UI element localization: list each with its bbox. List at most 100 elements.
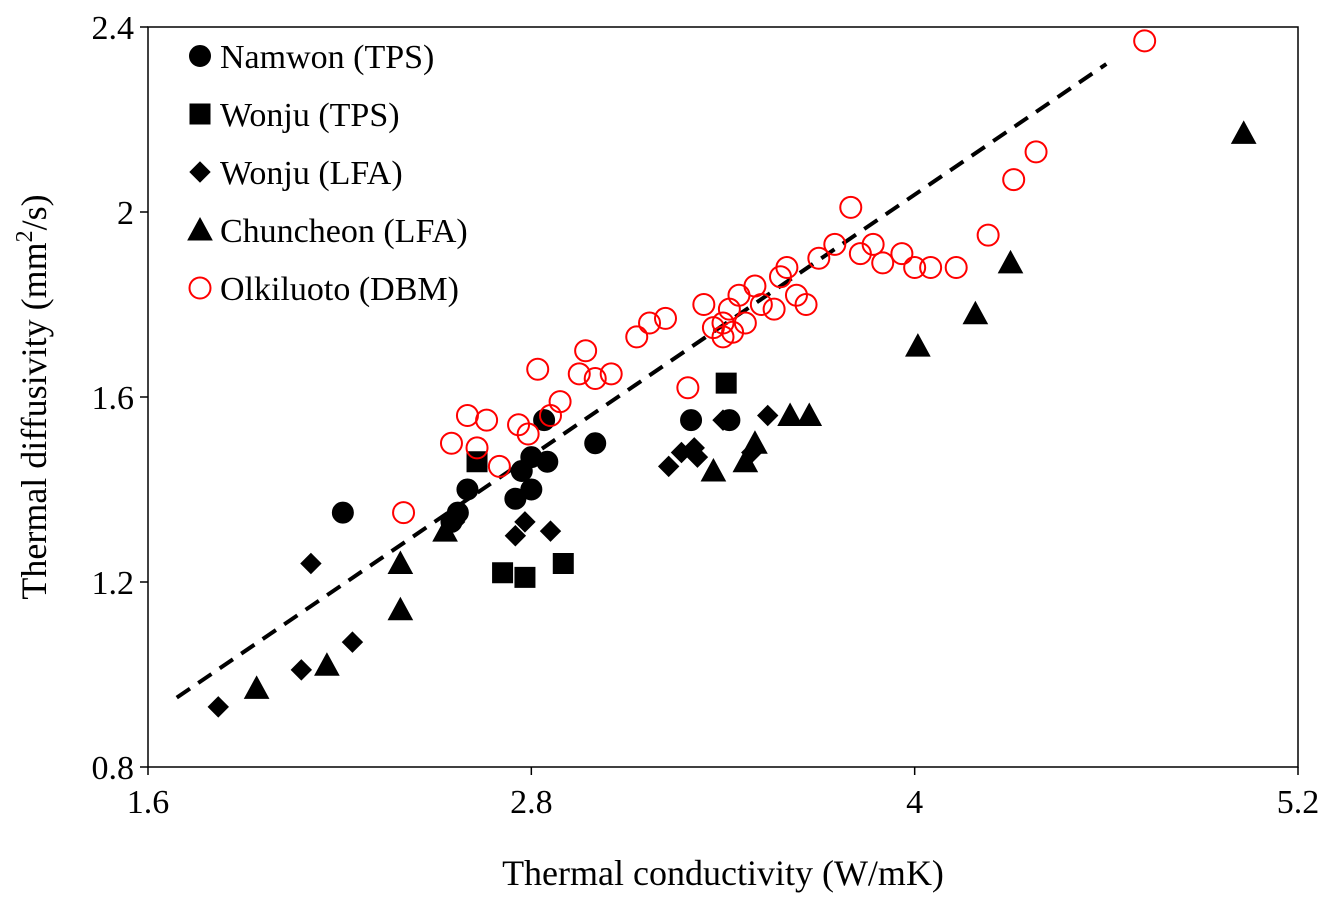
data-point — [487, 454, 511, 478]
data-point — [243, 675, 270, 699]
data-point — [721, 320, 745, 344]
data-point — [290, 659, 313, 681]
data-point — [775, 256, 799, 279]
y-tick-label: 2.4 — [92, 10, 135, 47]
data-point — [1024, 140, 1048, 164]
data-point — [520, 478, 543, 501]
series-3 — [243, 120, 1257, 699]
x-tick-label: 5.2 — [1277, 784, 1320, 821]
legend-item: Wonju (LFA) — [189, 155, 403, 192]
data-point — [439, 431, 463, 455]
data-point — [997, 249, 1024, 274]
y-tick-label: 1.2 — [92, 565, 135, 602]
series-1 — [466, 372, 737, 588]
data-point — [654, 306, 677, 330]
data-point — [732, 448, 759, 473]
legend-item: Olkiluoto (DBM) — [188, 271, 459, 308]
legend-label: Olkiluoto (DBM) — [220, 271, 459, 308]
legend-marker — [188, 276, 212, 300]
data-point — [962, 300, 989, 325]
x-tick-label: 1.6 — [127, 784, 170, 821]
data-point — [944, 256, 968, 279]
legend-item: Wonju (TPS) — [189, 97, 400, 134]
data-point — [516, 422, 540, 446]
data-point — [548, 390, 572, 414]
plot-area — [147, 26, 1299, 768]
data-point — [456, 478, 479, 501]
data-point — [794, 293, 818, 316]
data-point — [692, 293, 716, 316]
data-point — [742, 430, 768, 454]
data-point — [762, 297, 786, 321]
data-point — [657, 455, 680, 478]
data-point — [796, 402, 823, 426]
data-point — [700, 457, 727, 482]
data-point — [387, 550, 414, 574]
data-point — [823, 232, 847, 256]
data-point — [1230, 120, 1257, 144]
series-4 — [392, 29, 1157, 525]
data-point — [757, 404, 779, 427]
data-point — [807, 246, 831, 270]
data-point — [686, 446, 709, 468]
data-point — [475, 408, 499, 432]
legend-label: Wonju (LFA) — [220, 155, 403, 192]
y-tick-label: 1.6 — [92, 380, 135, 417]
trendline — [175, 62, 1108, 700]
data-point — [504, 525, 527, 547]
data-point — [715, 372, 737, 394]
data-point — [392, 501, 416, 525]
data-point — [536, 450, 559, 473]
data-point — [638, 311, 662, 335]
data-point — [976, 223, 1000, 247]
data-point — [890, 242, 914, 266]
data-point — [207, 696, 229, 718]
data-point — [871, 251, 895, 275]
data-point — [583, 367, 607, 390]
data-point — [919, 256, 943, 279]
y-axis-title: Thermal diffusivity (mm2/s) — [12, 194, 54, 599]
legend-marker — [189, 161, 211, 183]
data-point — [1133, 29, 1157, 53]
data-point — [567, 362, 591, 386]
trendline-layer — [175, 62, 1108, 700]
data-point — [749, 293, 773, 316]
data-point — [903, 256, 927, 279]
data-point — [552, 553, 574, 574]
legend-item: Chuncheon (LFA) — [187, 213, 468, 250]
data-point — [341, 631, 364, 653]
data-point — [839, 195, 863, 219]
data-point — [514, 566, 536, 588]
data-point — [331, 501, 354, 524]
legend-marker — [189, 103, 211, 125]
series-2 — [207, 404, 779, 718]
data-point — [625, 325, 649, 349]
data-point — [676, 376, 700, 400]
legend-label: Namwon (TPS) — [220, 39, 434, 76]
data-point — [680, 409, 703, 432]
legend-label: Wonju (TPS) — [220, 97, 400, 134]
ticks-layer: 1.6 2.8 4 5.2 0.8 1.2 1.6 2 2.4 — [92, 10, 1320, 821]
data-point — [526, 357, 550, 381]
y-axis-title-prefix: Thermal diffusivity (mm — [14, 242, 54, 599]
y-axis-title-suffix: /s) — [14, 194, 54, 230]
data-point — [492, 562, 514, 584]
data-point — [777, 402, 803, 426]
data-point — [861, 232, 885, 256]
legend-marker — [189, 45, 211, 67]
data-point — [584, 432, 607, 455]
data-point — [465, 436, 489, 460]
y-axis-title-superscript: 2 — [12, 230, 38, 242]
legend-marker — [187, 216, 213, 241]
data-point — [432, 518, 458, 542]
data-point — [599, 362, 623, 386]
x-tick-label: 4 — [906, 784, 923, 821]
legend-item: Namwon (TPS) — [189, 39, 434, 76]
x-axis-title: Thermal conductivity (W/mK) — [502, 853, 944, 893]
x-tick-label: 2.8 — [510, 784, 553, 821]
data-point — [387, 596, 414, 621]
data-point — [514, 511, 536, 533]
data-point — [314, 652, 340, 676]
data-point — [574, 339, 598, 363]
